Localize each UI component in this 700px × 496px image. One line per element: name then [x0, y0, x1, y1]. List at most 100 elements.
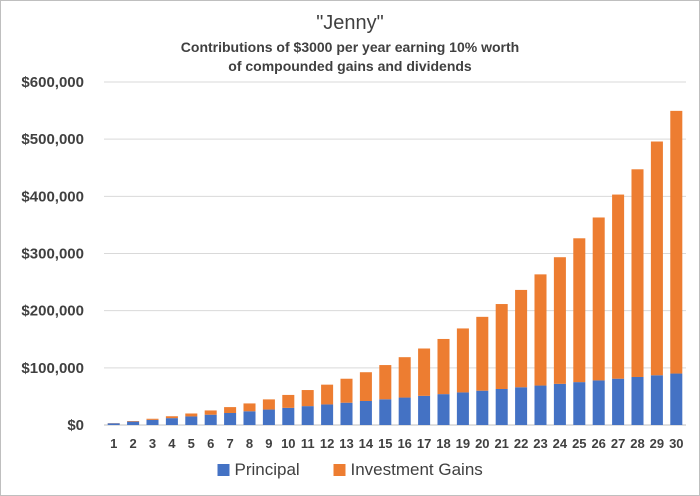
bar-principal: [243, 411, 256, 425]
bar-investment-gains: [282, 394, 295, 408]
bar-investment-gains: [650, 141, 663, 376]
bar-principal: [398, 397, 411, 425]
x-tick-label: 2: [129, 436, 136, 451]
x-tick-label: 8: [246, 436, 253, 451]
bar-principal: [631, 376, 644, 425]
x-tick-label: 3: [149, 436, 156, 451]
x-tick-label: 5: [188, 436, 195, 451]
bar-investment-gains: [553, 257, 566, 384]
bar-principal: [515, 387, 528, 425]
x-tick-label: 30: [669, 436, 683, 451]
bar-principal: [573, 382, 586, 425]
chart-subtitle-line-1: Contributions of $3000 per year earning …: [180, 39, 520, 55]
bar-principal: [476, 390, 489, 425]
legend-swatch: [217, 464, 230, 476]
bar-investment-gains: [340, 378, 353, 403]
x-tick-label: 24: [553, 436, 568, 451]
x-tick-label: 26: [591, 436, 605, 451]
bar-investment-gains: [398, 357, 411, 398]
bar-principal: [437, 394, 450, 425]
chart-title: "Jenny": [316, 12, 384, 34]
x-tick-label: 18: [436, 436, 450, 451]
bar-principal: [418, 395, 431, 425]
bar-investment-gains: [321, 384, 334, 405]
legend-swatch: [333, 464, 346, 476]
bar-principal: [321, 404, 334, 425]
bar-investment-gains: [127, 421, 140, 422]
x-tick-label: 19: [456, 436, 470, 451]
bar-investment-gains: [437, 338, 450, 395]
y-tick-label: $600,000: [21, 74, 84, 91]
bar-principal: [107, 423, 120, 425]
x-tick-label: 4: [168, 436, 176, 451]
x-tick-label: 28: [630, 436, 644, 451]
bar-principal: [262, 409, 275, 425]
bar-principal: [495, 388, 508, 425]
bar-investment-gains: [379, 365, 392, 400]
bar-investment-gains: [224, 407, 237, 413]
y-tick-label: $400,000: [21, 188, 84, 205]
x-tick-label: 6: [207, 436, 214, 451]
x-tick-label: 29: [650, 436, 664, 451]
x-tick-label: 10: [281, 436, 295, 451]
bar-principal: [650, 375, 663, 425]
bar-investment-gains: [185, 413, 198, 417]
bar-investment-gains: [243, 403, 256, 412]
x-tick-label: 23: [533, 436, 547, 451]
bar-investment-gains: [592, 217, 605, 381]
bar-principal: [612, 378, 625, 425]
bar-principal: [534, 385, 547, 425]
x-tick-label: 20: [475, 436, 489, 451]
bar-principal: [592, 380, 605, 425]
bar-investment-gains: [612, 194, 625, 379]
legend-label: Principal: [235, 460, 300, 479]
bar-investment-gains: [456, 328, 469, 393]
bar-investment-gains: [515, 289, 528, 388]
y-tick-label: $100,000: [21, 360, 84, 377]
bar-principal: [185, 416, 198, 425]
x-tick-label: 12: [320, 436, 334, 451]
bar-principal: [456, 392, 469, 425]
bar-investment-gains: [165, 416, 178, 419]
bar-investment-gains: [534, 274, 547, 386]
y-tick-label: $0: [67, 417, 84, 434]
bar-principal: [670, 373, 683, 425]
bar-investment-gains: [146, 418, 159, 420]
y-tick-label: $200,000: [21, 303, 84, 320]
bar-investment-gains: [670, 110, 683, 374]
bar-principal: [379, 399, 392, 425]
y-tick-label: $500,000: [21, 131, 84, 148]
x-tick-label: 17: [417, 436, 431, 451]
bar-investment-gains: [631, 169, 644, 377]
x-tick-label: 7: [226, 436, 233, 451]
x-tick-label: 27: [611, 436, 625, 451]
x-tick-label: 11: [301, 436, 315, 451]
bar-investment-gains: [301, 390, 314, 407]
x-tick-label: 16: [397, 436, 411, 451]
chart-subtitle: Contributions of $3000 per year earning …: [0, 38, 700, 76]
x-tick-label: 1: [110, 436, 117, 451]
bar-investment-gains: [476, 316, 489, 391]
bar-principal: [282, 407, 295, 425]
x-tick-label: 9: [265, 436, 272, 451]
bar-principal: [224, 412, 237, 425]
y-tick-label: $300,000: [21, 246, 84, 263]
chart-subtitle-line-2: of compounded gains and dividends: [228, 58, 472, 74]
bar-investment-gains: [262, 399, 275, 410]
bar-principal: [340, 402, 353, 425]
x-tick-label: 14: [359, 436, 374, 451]
bar-principal: [204, 414, 217, 425]
bar-principal: [127, 421, 140, 425]
bar-investment-gains: [418, 348, 431, 396]
bar-principal: [301, 406, 314, 425]
bar-principal: [165, 418, 178, 425]
bar-investment-gains: [495, 304, 508, 389]
x-tick-label: 13: [339, 436, 353, 451]
x-tick-label: 21: [494, 436, 508, 451]
bar-investment-gains: [573, 238, 586, 383]
x-tick-label: 22: [514, 436, 528, 451]
x-tick-label: 25: [572, 436, 586, 451]
bar-principal: [359, 400, 372, 425]
bar-principal: [553, 383, 566, 425]
